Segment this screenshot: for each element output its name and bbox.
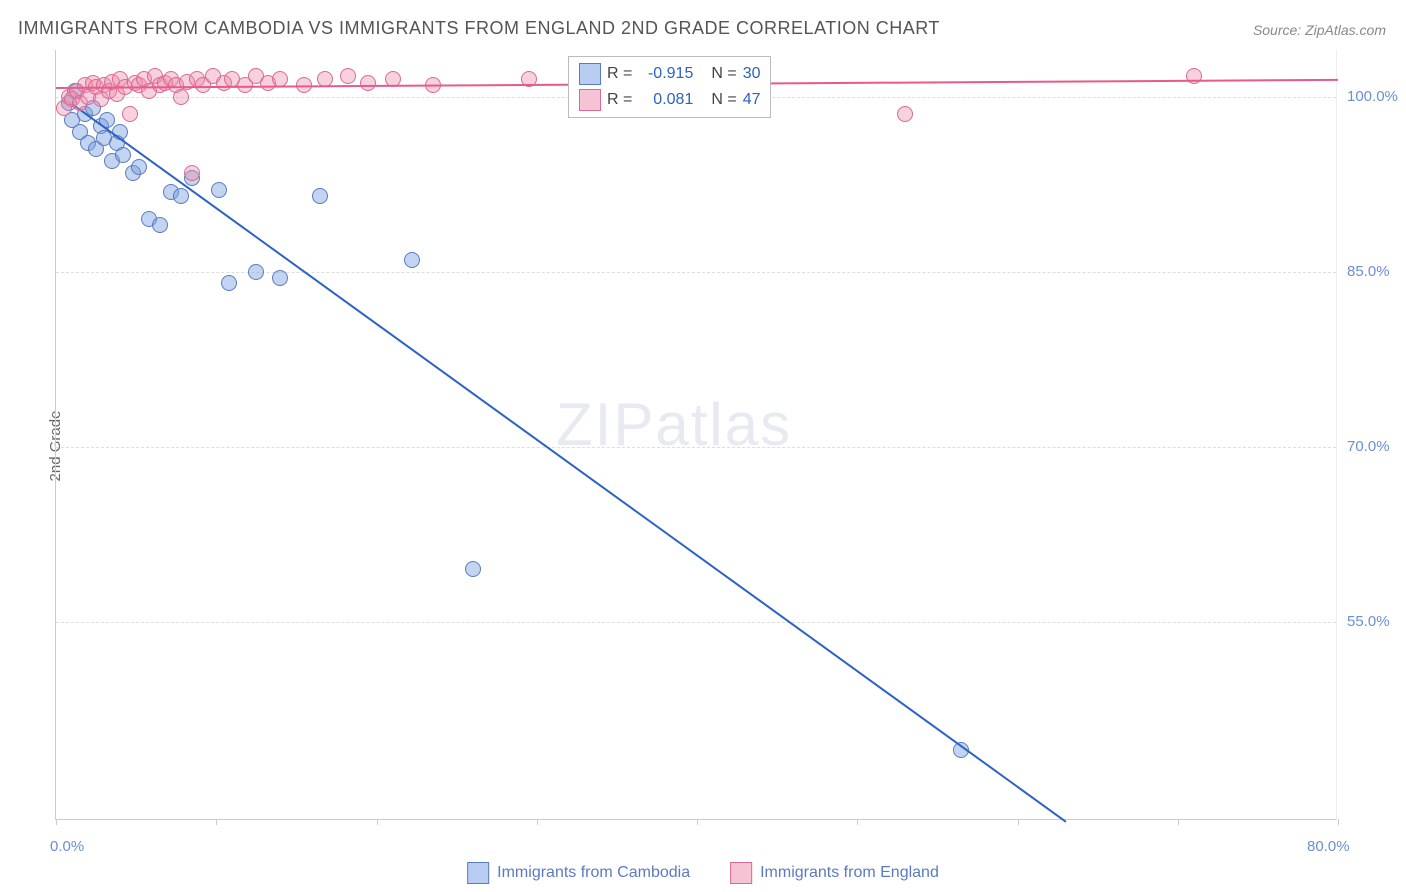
scatter-point [340,68,356,84]
watermark-atlas: atlas [655,391,792,458]
scatter-point [248,264,264,280]
y-tick-label: 100.0% [1347,88,1398,105]
x-tick-label: 80.0% [1307,838,1350,855]
regression-line [71,103,1066,822]
scatter-point [115,147,131,163]
y-tick-label: 85.0% [1347,263,1390,280]
source-name: ZipAtlas.com [1305,22,1386,38]
gridline [56,622,1336,623]
legend-row: R = -0.915 N = 30 [579,61,760,87]
x-tick-mark [56,819,57,825]
scatter-point [122,106,138,122]
x-tick-mark [1018,819,1019,825]
legend-item-cambodia: Immigrants from Cambodia [467,862,690,884]
legend-label-england: Immigrants from England [760,864,939,882]
x-tick-mark [377,819,378,825]
swatch-cambodia [467,862,489,884]
watermark-zip: ZIP [556,391,655,458]
legend-item-england: Immigrants from England [730,862,939,884]
y-tick-label: 70.0% [1347,438,1390,455]
chart-title: IMMIGRANTS FROM CAMBODIA VS IMMIGRANTS F… [18,18,940,39]
x-tick-mark [537,819,538,825]
scatter-point [211,182,227,198]
legend-label-cambodia: Immigrants from Cambodia [497,864,690,882]
legend-r-value: 0.081 [638,91,693,109]
plot-area: ZIPatlas [55,50,1337,820]
swatch-england [730,862,752,884]
scatter-point [360,75,376,91]
scatter-point [404,252,420,268]
scatter-point [184,165,200,181]
bottom-legend: Immigrants from Cambodia Immigrants from… [467,862,939,884]
legend-n-label: N = [711,65,736,83]
chart-container: IMMIGRANTS FROM CAMBODIA VS IMMIGRANTS F… [0,0,1406,892]
legend-n-value: 30 [743,65,761,83]
source-attribution: Source: ZipAtlas.com [1253,22,1386,38]
legend-r-label: R = [607,65,632,83]
scatter-point [272,270,288,286]
source-prefix: Source: [1253,22,1305,38]
legend-n-label: N = [711,91,736,109]
scatter-point [221,275,237,291]
scatter-point [152,217,168,233]
scatter-point [465,561,481,577]
legend-swatch [579,89,601,111]
scatter-point [173,188,189,204]
x-tick-mark [697,819,698,825]
scatter-point [131,159,147,175]
gridline [56,447,1336,448]
x-tick-mark [857,819,858,825]
y-tick-label: 55.0% [1347,613,1390,630]
correlation-legend: R = -0.915 N = 30 R = 0.081 N = 47 [568,56,771,118]
legend-n-value: 47 [743,91,761,109]
scatter-point [897,106,913,122]
legend-r-label: R = [607,91,632,109]
watermark: ZIPatlas [556,390,792,459]
legend-swatch [579,63,601,85]
scatter-point [312,188,328,204]
x-tick-mark [1338,819,1339,825]
x-tick-mark [216,819,217,825]
legend-r-value: -0.915 [638,65,693,83]
legend-row: R = 0.081 N = 47 [579,87,760,113]
scatter-point [173,89,189,105]
x-tick-label: 0.0% [50,838,84,855]
x-tick-mark [1178,819,1179,825]
